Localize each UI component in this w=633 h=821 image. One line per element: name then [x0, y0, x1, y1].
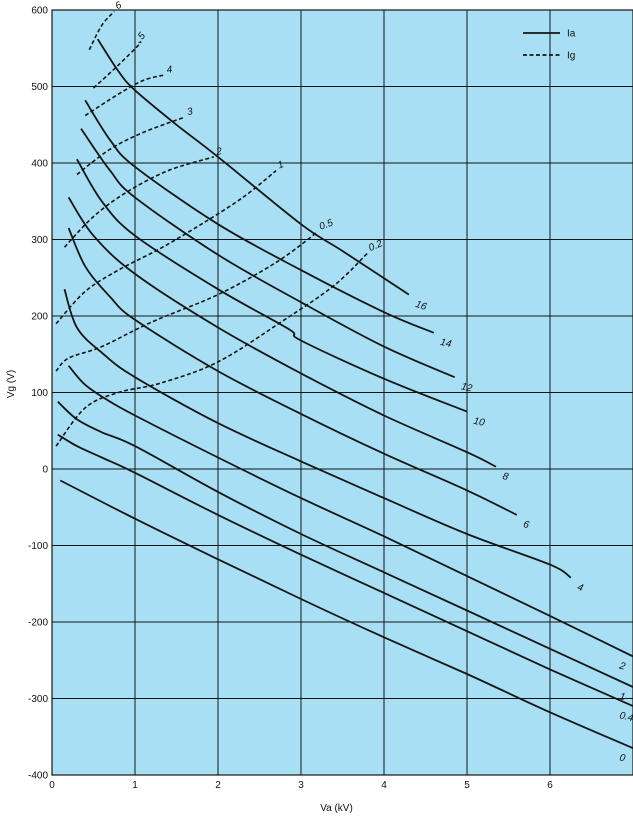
grid [52, 10, 633, 775]
ig-curve-label: 5 [136, 30, 148, 42]
ia-curve-1 [57, 401, 633, 688]
ia-curve-6 [67, 227, 518, 516]
y-tick-label: -200 [28, 618, 48, 629]
legend-label: Ig [567, 51, 575, 62]
tick-labels: 0 1 2 3 4 5 6-400-300-200-10001002003004005006… [28, 6, 553, 792]
ia-curve-10 [76, 158, 468, 413]
ig-curve-label: 0.2 [367, 238, 385, 254]
ia-curve-8 [67, 196, 497, 468]
ia-curve-0-4 [57, 433, 633, 707]
ig-curve-0-2 [55, 252, 368, 447]
ia-curve-label: 8 [501, 471, 510, 483]
ia-curve-label: 16 [414, 299, 428, 313]
legend: Ia Ig [523, 29, 576, 62]
x-tick-label: 5 [464, 780, 470, 791]
y-tick-label: 600 [31, 6, 48, 17]
ig-curve-label: 1 [276, 159, 285, 171]
y-tick-label: 200 [31, 312, 48, 323]
y-tick-label: 0 [42, 465, 48, 476]
ig-curve-5 [92, 41, 142, 89]
ia-curve-2 [67, 365, 633, 658]
ig-curve-label: 6 [114, 0, 124, 12]
ia-curve-label: 2 [617, 660, 627, 672]
ig-curve-3 [76, 116, 186, 176]
ia-curve-0 [59, 479, 633, 750]
ig-curve-label: 2 [215, 146, 224, 158]
ia-curve-label: 1 [618, 691, 626, 703]
x-tick-label: 3 [298, 780, 304, 791]
legend-label: Ia [567, 29, 576, 40]
ia-curve-4 [63, 288, 572, 579]
y-tick-label: 500 [31, 82, 48, 93]
ig-curve-6 [88, 10, 115, 51]
x-tick-label: 4 [381, 780, 387, 791]
ia-curve-label: 12 [460, 381, 474, 394]
x-axis-label: Va (kV) [320, 803, 353, 814]
ia-curve-label: 0 [618, 752, 626, 764]
ia-curve-label: 6 [522, 519, 531, 531]
ia-curve-14 [84, 99, 435, 334]
y-tick-label: -100 [28, 541, 48, 552]
ig-curve-4 [84, 74, 165, 117]
ia-curve-12 [80, 128, 455, 379]
x-tick-label: 1 [132, 780, 138, 791]
ia-curve-label: 10 [472, 416, 486, 429]
ia-curve-label: 14 [439, 337, 453, 350]
y-axis-label: Vg (V) [6, 370, 17, 398]
y-tick-label: 100 [31, 388, 48, 399]
x-tick-label: 0 [49, 780, 55, 791]
y-tick-label: -300 [28, 694, 48, 705]
x-tick-label: 2 [215, 780, 221, 791]
ia-curve-label: 4 [576, 582, 585, 594]
ig-curve-0-5 [55, 231, 319, 372]
ig-curve-label: 3 [186, 106, 194, 118]
y-tick-label: 300 [31, 235, 48, 246]
ig-curve-label: 4 [166, 64, 173, 76]
y-tick-label: 400 [31, 159, 48, 170]
ig-curve-2 [63, 156, 215, 248]
ia-curve-16 [96, 38, 410, 296]
y-tick-label: -400 [28, 771, 48, 782]
x-tick-label: 6 [547, 780, 553, 791]
ia-curve-label: 0.4 [618, 710, 633, 724]
ig-curve-label: 0.5 [318, 217, 335, 232]
